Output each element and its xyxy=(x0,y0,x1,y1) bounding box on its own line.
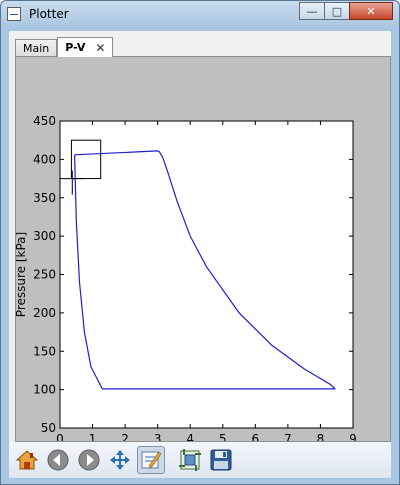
x-tick-label: 5 xyxy=(219,432,227,441)
tab-bar: Main P-V ✕ xyxy=(15,37,114,57)
configure-subplots-button[interactable] xyxy=(176,446,204,474)
zoom-rectangle xyxy=(70,139,102,180)
pan-arrows-icon xyxy=(110,450,130,470)
x-tick-label: 8 xyxy=(317,432,325,441)
minimize-button[interactable]: — xyxy=(299,2,325,20)
tab-p-v-label: P-V xyxy=(65,40,86,54)
y-tick-label: 150 xyxy=(33,344,56,358)
pv-cycle-line xyxy=(74,150,336,390)
tab-close-icon[interactable]: ✕ xyxy=(95,40,106,55)
forward-arrow-icon xyxy=(78,449,100,471)
back-arrow-icon xyxy=(47,449,69,471)
zoom-button[interactable] xyxy=(137,446,165,474)
subplots-icon xyxy=(179,449,201,471)
y-tick-label: 350 xyxy=(33,191,56,205)
y-tick-label: 200 xyxy=(33,306,56,320)
plot-area xyxy=(59,120,354,429)
back-button[interactable] xyxy=(44,446,72,474)
window-title: Plotter xyxy=(29,7,69,21)
pv-plot[interactable]: 012345678950100150200250300350400450Volu… xyxy=(16,57,390,441)
x-tick-label: 7 xyxy=(284,432,292,441)
window-controls: — □ ✕ xyxy=(299,2,393,20)
zoom-rect-icon xyxy=(141,451,162,469)
tab-main[interactable]: Main xyxy=(15,39,58,57)
close-button[interactable]: ✕ xyxy=(349,2,393,20)
home-icon xyxy=(15,450,39,470)
save-button[interactable] xyxy=(207,446,235,474)
title-bar[interactable]: Plotter — □ ✕ xyxy=(1,1,399,29)
maximize-button[interactable]: □ xyxy=(324,2,350,20)
client-area: Main P-V ✕ 0 1 2 3 4 5 6 7 8 9 50 100 150 200 250 300 35… xyxy=(9,31,391,478)
y-tick-label: 250 xyxy=(33,268,56,282)
plot-pane: 012345678950100150200250300350400450Volu… xyxy=(15,56,391,442)
tab-p-v[interactable]: P-V ✕ xyxy=(57,37,114,57)
tab-main-label: Main xyxy=(23,41,50,55)
x-tick-label: 0 xyxy=(56,432,64,441)
floppy-disk-icon xyxy=(210,449,232,471)
y-axis-label: Pressure [kPa] xyxy=(16,232,28,317)
y-tick-label: 450 xyxy=(33,114,56,128)
app-icon xyxy=(7,7,21,21)
x-tick-label: 2 xyxy=(121,432,129,441)
pan-button[interactable] xyxy=(106,446,134,474)
navigation-toolbar xyxy=(9,442,391,478)
y-tick-label: 400 xyxy=(33,152,56,166)
y-tick-label: 100 xyxy=(33,383,56,397)
x-tick-label: 4 xyxy=(186,432,194,441)
forward-button[interactable] xyxy=(75,446,103,474)
y-tick-label: 50 xyxy=(41,421,56,435)
y-tick-label: 300 xyxy=(33,229,56,243)
home-button[interactable] xyxy=(13,446,41,474)
x-tick-label: 6 xyxy=(252,432,260,441)
x-tick-label: 3 xyxy=(154,432,162,441)
x-tick-label: 1 xyxy=(89,432,97,441)
x-tick-label: 9 xyxy=(349,432,357,441)
